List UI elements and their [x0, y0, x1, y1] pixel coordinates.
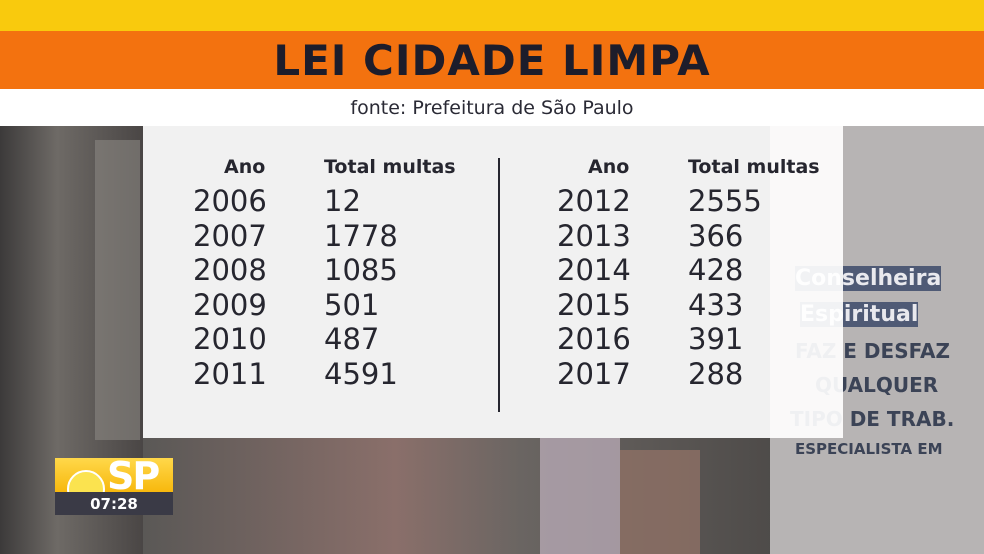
table-row: 2013 366 [557, 219, 848, 254]
logo-top: SP [55, 458, 173, 492]
value-cell: 288 [688, 356, 744, 391]
table-row: 2011 4591 [193, 357, 484, 392]
year-cell: 2014 [557, 253, 631, 287]
table-row: 2016 391 [557, 322, 848, 357]
year-cell: 2013 [557, 218, 631, 253]
year-cell: 2015 [557, 287, 631, 322]
table-row: 2009 501 [193, 288, 484, 323]
value-cell: 366 [688, 218, 744, 253]
value-cell: 1778 [324, 218, 398, 253]
clock: 07:28 [55, 492, 173, 515]
source-bar: fonte: Prefeitura de São Paulo [0, 89, 984, 126]
value-cell: 12 [324, 184, 361, 218]
table-row: 2015 433 [557, 288, 848, 323]
year-cell: 2006 [193, 184, 267, 218]
table-row: 2010 487 [193, 322, 484, 357]
source-text: fonte: Prefeitura de São Paulo [350, 96, 634, 119]
value-cell: 433 [688, 287, 744, 322]
table-row: 2007 1778 [193, 219, 484, 254]
value-cell: 2555 [688, 184, 762, 218]
value-cell: 4591 [324, 356, 398, 391]
year-header: Ano [588, 156, 630, 178]
channel-logo: SP 07:28 [55, 458, 173, 515]
table-column-right: Ano Total multas 2012 2555 2013 366 2014 42… [557, 156, 848, 391]
year-header: Ano [224, 156, 266, 178]
clock-time: 07:28 [90, 494, 138, 513]
table-header: Ano Total multas [557, 156, 848, 184]
sun-icon [67, 470, 105, 492]
title-bar: LEI CIDADE LIMPA [0, 31, 984, 89]
table-row: 2017 288 [557, 357, 848, 392]
logo-text: SP [107, 458, 160, 492]
poster-line: ESPECIALISTA EM [795, 440, 943, 458]
top-stripe [0, 0, 984, 31]
value-cell: 501 [324, 287, 380, 322]
value-header: Total multas [324, 156, 456, 178]
year-cell: 2010 [193, 322, 267, 356]
table-row: 2014 428 [557, 253, 848, 288]
year-cell: 2011 [193, 356, 267, 391]
value-cell: 391 [688, 322, 744, 356]
page-title: LEI CIDADE LIMPA [273, 35, 711, 85]
year-cell: 2008 [193, 253, 267, 287]
value-cell: 1085 [324, 253, 398, 287]
year-cell: 2016 [557, 322, 631, 356]
value-cell: 428 [688, 253, 744, 287]
data-table-panel: Ano Total multas 2006 12 2007 1778 2008 108… [143, 126, 843, 438]
table-column-left: Ano Total multas 2006 12 2007 1778 2008 108… [193, 156, 484, 391]
table-row: 2008 1085 [193, 253, 484, 288]
value-cell: 487 [324, 322, 380, 356]
year-cell: 2007 [193, 218, 267, 253]
year-cell: 2012 [557, 184, 631, 218]
table-header: Ano Total multas [193, 156, 484, 184]
column-divider [498, 158, 500, 412]
table-row: 2006 12 [193, 184, 484, 219]
year-cell: 2009 [193, 287, 267, 322]
year-cell: 2017 [557, 356, 631, 391]
table-row: 2012 2555 [557, 184, 848, 219]
value-header: Total multas [688, 156, 820, 178]
